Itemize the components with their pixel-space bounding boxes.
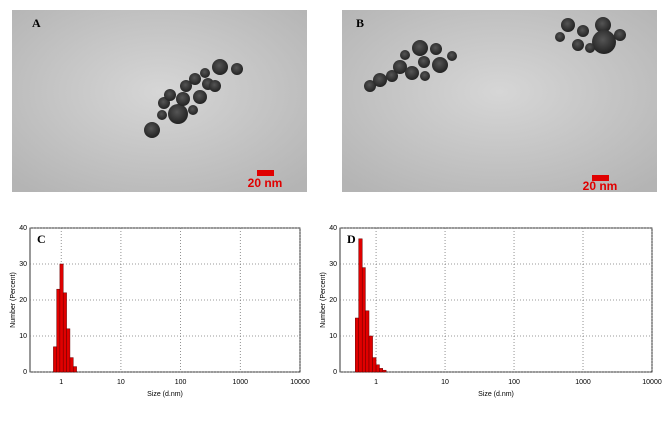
panel-label: D (347, 232, 356, 246)
panel-label: A (32, 16, 41, 30)
y-tick-label: 10 (329, 333, 337, 340)
y-axis-label: Number (Percent) (320, 272, 327, 328)
bar (358, 238, 363, 373)
bar (365, 310, 370, 373)
bar (53, 346, 57, 373)
bar (372, 357, 377, 373)
scale-bar-label: 20 nm (248, 176, 283, 190)
panel-label: C (37, 232, 46, 246)
y-tick-label: 20 (329, 297, 337, 304)
bar (355, 317, 359, 373)
bar (69, 357, 74, 373)
particles (144, 59, 243, 138)
x-tick-label: 10000 (642, 379, 662, 386)
particles (364, 17, 626, 92)
bar (382, 369, 387, 373)
bar (59, 263, 64, 373)
y-tick-label: 0 (333, 369, 337, 376)
bar (62, 292, 67, 373)
bar (368, 335, 373, 373)
x-tick-label: 100 (508, 379, 520, 386)
x-axis-label: Size (d.nm) (147, 391, 183, 398)
scale-bar (592, 175, 609, 181)
y-tick-label: 40 (19, 225, 27, 232)
x-tick-label: 10 (441, 379, 449, 386)
x-tick-label: 1000 (575, 379, 591, 386)
y-tick-label: 20 (19, 297, 27, 304)
bar (375, 364, 380, 373)
bar (72, 366, 77, 373)
panel-label: B (356, 16, 364, 30)
x-tick-label: 10 (117, 379, 125, 386)
tem-image-a: A 20 nm (12, 10, 307, 192)
bar (361, 267, 366, 373)
x-tick-label: 1 (374, 379, 378, 386)
y-tick-label: 30 (329, 261, 337, 268)
x-axis-label: Size (d.nm) (478, 391, 514, 398)
x-tick-label: 1000 (233, 379, 249, 386)
scale-bar (257, 170, 274, 176)
y-tick-label: 40 (329, 225, 337, 232)
bar (66, 328, 71, 373)
tem-image-b: B 20 nm (342, 10, 657, 193)
x-tick-label: 1 (59, 379, 63, 386)
y-tick-label: 10 (19, 333, 27, 340)
y-axis-label: Number (Percent) (10, 272, 17, 328)
x-tick-label: 100 (175, 379, 187, 386)
bar (56, 288, 61, 373)
y-tick-label: 30 (19, 261, 27, 268)
scale-bar-label: 20 nm (583, 179, 618, 193)
bar (379, 368, 384, 373)
y-tick-label: 0 (23, 369, 27, 376)
x-tick-label: 10000 (290, 379, 310, 386)
